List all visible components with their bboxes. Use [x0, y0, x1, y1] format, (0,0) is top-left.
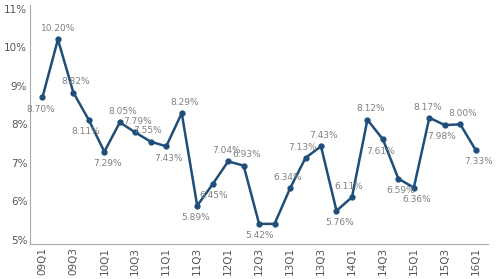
Text: 8.82%: 8.82%	[62, 78, 90, 86]
Text: 8.05%: 8.05%	[108, 107, 137, 116]
Text: 6.93%: 6.93%	[232, 150, 261, 159]
Text: 7.98%: 7.98%	[428, 132, 457, 141]
Text: 8.17%: 8.17%	[414, 102, 442, 112]
Text: 8.70%: 8.70%	[26, 105, 55, 114]
Text: 5.89%: 5.89%	[182, 213, 210, 222]
Text: 8.29%: 8.29%	[170, 98, 199, 107]
Text: 6.45%: 6.45%	[200, 191, 229, 200]
Text: 7.04%: 7.04%	[213, 146, 241, 155]
Text: 8.11%: 8.11%	[72, 127, 100, 136]
Text: 7.61%: 7.61%	[366, 147, 395, 156]
Text: 6.11%: 6.11%	[335, 182, 364, 191]
Text: 8.12%: 8.12%	[356, 104, 385, 114]
Text: 10.20%: 10.20%	[41, 24, 75, 33]
Text: 7.33%: 7.33%	[464, 157, 493, 167]
Text: 7.55%: 7.55%	[134, 126, 162, 135]
Text: 6.34%: 6.34%	[273, 173, 301, 182]
Text: 7.29%: 7.29%	[93, 159, 121, 168]
Text: 5.76%: 5.76%	[325, 218, 354, 227]
Text: 5.42%: 5.42%	[245, 231, 273, 240]
Text: 8.00%: 8.00%	[449, 109, 478, 118]
Text: 7.43%: 7.43%	[309, 131, 338, 140]
Text: 7.43%: 7.43%	[155, 154, 183, 163]
Text: 6.59%: 6.59%	[387, 186, 416, 195]
Text: 7.79%: 7.79%	[124, 117, 153, 126]
Text: 7.13%: 7.13%	[288, 143, 317, 151]
Text: 6.36%: 6.36%	[402, 195, 431, 204]
